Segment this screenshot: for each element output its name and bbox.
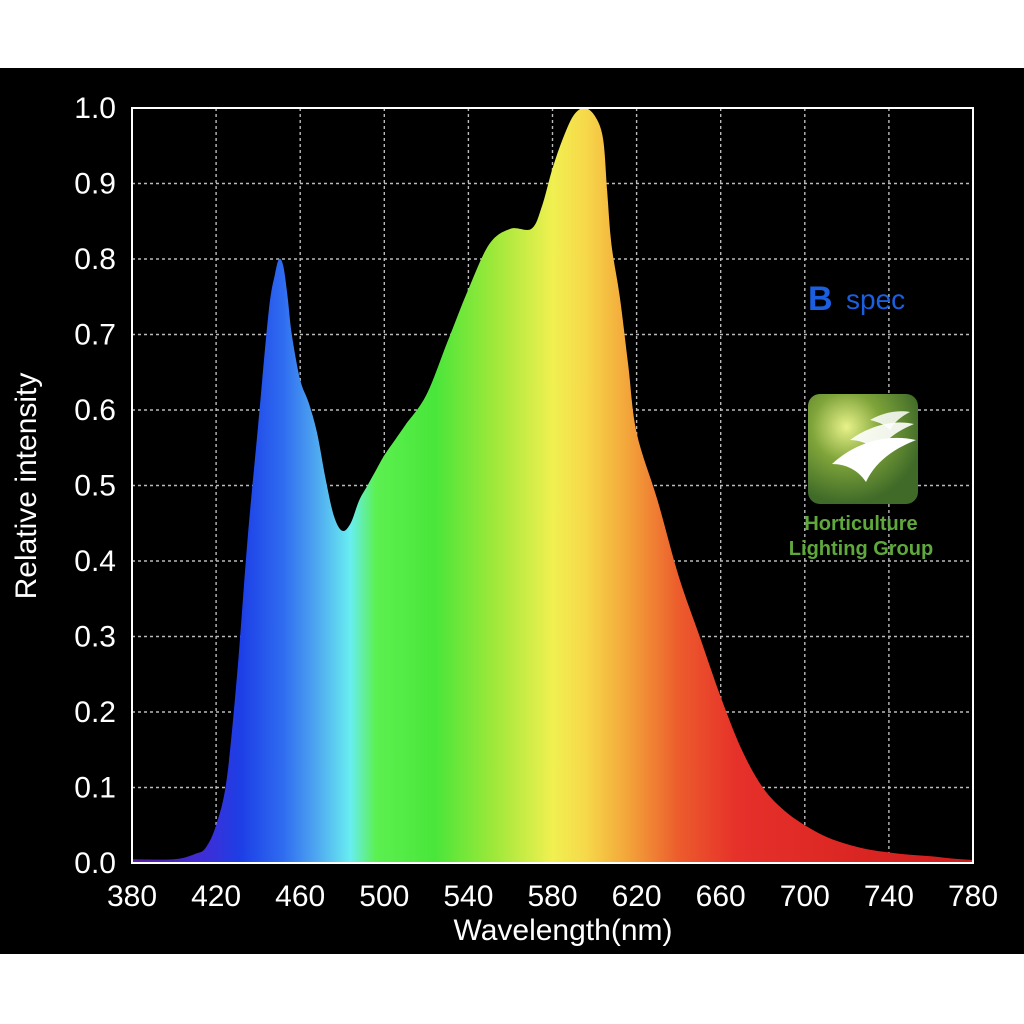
y-tick-label: 0.7 [74, 319, 116, 352]
y-tick-label: 1.0 [74, 92, 116, 125]
spec-label-text: spec [846, 284, 905, 315]
leaf-icon-3 [870, 411, 910, 430]
y-tick-label: 0.6 [74, 394, 116, 427]
x-tick-label: 740 [864, 880, 914, 913]
x-axis-title: Wavelength(nm) [454, 914, 673, 947]
x-tick-label: 460 [275, 880, 325, 913]
y-tick-label: 0.8 [74, 243, 116, 276]
chart-frame: 0.0 0.1 0.2 0.3 0.4 0.5 0.6 0.7 0.8 0.9 1.0 380 420… [0, 68, 1024, 954]
spec-label: B spec [808, 280, 905, 318]
y-tick-label: 0.1 [74, 772, 116, 805]
y-tick-label: 0.2 [74, 696, 116, 729]
x-tick-label: 780 [948, 880, 998, 913]
brand-name-line1: Horticulture [804, 513, 917, 535]
y-tick-label: 0.0 [74, 847, 116, 880]
x-tick-label: 540 [443, 880, 493, 913]
brand-name-line2: Lighting Group [789, 538, 933, 560]
y-axis-title: Relative intensity [10, 373, 43, 600]
y-tick-label: 0.5 [74, 470, 116, 503]
x-tick-label: 420 [191, 880, 241, 913]
spectrum-area [132, 108, 973, 863]
y-axis-ticks: 0.0 0.1 0.2 0.3 0.4 0.5 0.6 0.7 0.8 0.9 1.0 [74, 92, 116, 880]
plot-border [131, 107, 974, 864]
x-tick-label: 660 [696, 880, 746, 913]
y-tick-label: 0.9 [74, 168, 116, 201]
y-tick-label: 0.4 [74, 545, 116, 578]
leaf-icon-2 [850, 422, 914, 452]
x-axis-ticks: 380 420 460 500 540 580 620 660 700 740 780 [107, 880, 998, 913]
leaf-icon [832, 437, 916, 482]
spec-label-bold: B [808, 280, 833, 318]
x-tick-label: 380 [107, 880, 157, 913]
x-tick-label: 700 [780, 880, 830, 913]
spectrum-chart: 0.0 0.1 0.2 0.3 0.4 0.5 0.6 0.7 0.8 0.9 1.0 380 420… [10, 92, 998, 947]
x-tick-label: 620 [612, 880, 662, 913]
brand-logo: Horticulture Lighting Group [789, 394, 933, 560]
y-tick-label: 0.3 [74, 621, 116, 654]
x-tick-label: 500 [359, 880, 409, 913]
x-tick-label: 580 [527, 880, 577, 913]
